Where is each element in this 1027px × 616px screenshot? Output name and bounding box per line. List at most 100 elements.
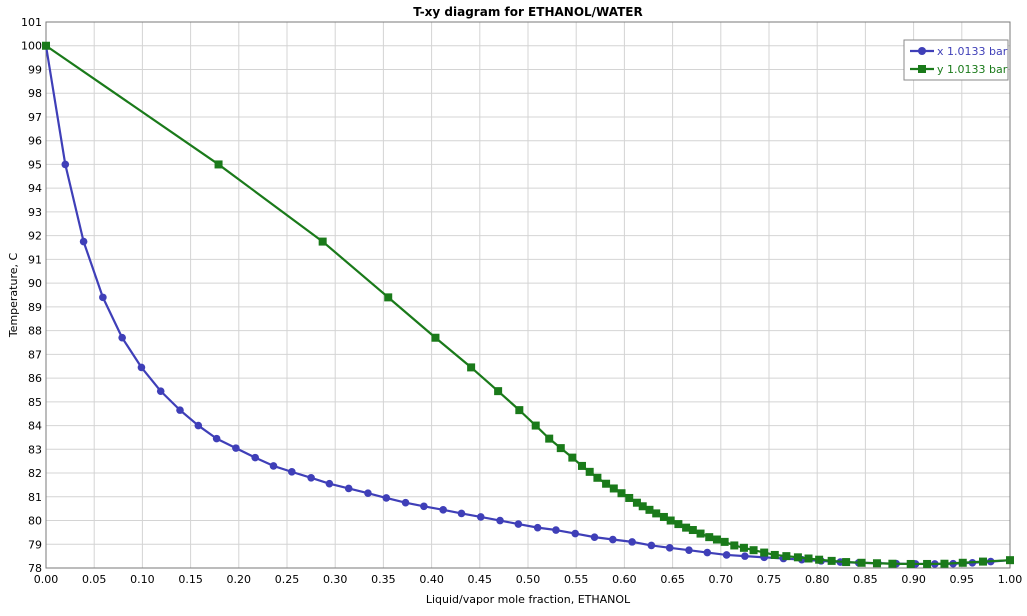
data-point	[42, 41, 50, 50]
data-point	[688, 526, 697, 535]
data-point	[647, 541, 656, 550]
data-point	[585, 467, 594, 476]
data-point	[496, 516, 504, 525]
data-point	[307, 473, 315, 482]
data-point	[749, 546, 758, 555]
x-tick-label: 0.55	[564, 573, 589, 586]
data-point	[645, 505, 654, 514]
data-point	[703, 548, 712, 557]
data-point	[194, 421, 203, 430]
data-point	[712, 535, 721, 544]
data-point	[344, 484, 353, 493]
data-point	[401, 498, 410, 507]
x-tick-label: 0.60	[612, 573, 637, 586]
data-point	[533, 523, 542, 532]
data-point	[682, 523, 691, 532]
series-1	[42, 41, 1014, 568]
data-point	[739, 543, 748, 552]
x-ticks: 0.00 0.05 0.10 0.15 0.20 0.25 0.30 0.35 0.40 0.45…	[34, 573, 1023, 586]
data-point	[364, 489, 372, 498]
data-point	[568, 453, 577, 462]
data-point	[325, 479, 334, 488]
data-point	[420, 502, 428, 511]
y-tick-label: 84	[28, 420, 42, 433]
y-tick-label: 85	[28, 396, 42, 409]
y-tick-label: 82	[28, 467, 42, 480]
data-point	[958, 558, 967, 567]
data-point	[176, 406, 184, 414]
data-point	[730, 541, 739, 550]
x-tick-label: 0.85	[853, 573, 878, 586]
data-point	[288, 468, 296, 476]
data-point	[665, 544, 674, 552]
data-point	[61, 160, 70, 169]
data-point	[269, 462, 278, 470]
grid	[45, 21, 1011, 569]
data-point	[439, 506, 447, 514]
data-point	[979, 557, 988, 566]
data-point	[609, 484, 618, 493]
y-tick-label: 80	[28, 515, 42, 528]
x-tick-label: 1.00	[998, 573, 1023, 586]
y-tick-label: 81	[28, 491, 42, 504]
data-point	[760, 548, 769, 557]
y-tick-label: 88	[28, 325, 42, 338]
y-tick-label: 97	[28, 111, 42, 124]
data-point	[685, 546, 693, 554]
data-point	[906, 559, 915, 568]
data-point	[632, 498, 641, 507]
y-axis-label: Temperature, C	[7, 253, 20, 339]
data-point	[593, 473, 602, 482]
data-point	[494, 387, 503, 396]
data-point	[617, 489, 626, 498]
data-point	[431, 333, 440, 342]
x-tick-label: 0.70	[709, 573, 734, 586]
y-tick-label: 78	[28, 562, 42, 575]
legend-marker	[918, 65, 926, 73]
y-tick-label: 94	[28, 182, 42, 195]
legend-label: y 1.0133 bar	[937, 63, 1008, 76]
data-point	[827, 556, 836, 565]
data-point	[888, 559, 897, 568]
chart-title: T-xy diagram for ETHANOL/WATER	[413, 5, 642, 19]
data-point	[696, 529, 705, 538]
data-point	[793, 553, 802, 562]
x-tick-label: 0.65	[660, 573, 685, 586]
x-tick-label: 0.75	[757, 573, 782, 586]
y-tick-label: 99	[28, 63, 42, 76]
data-point	[741, 552, 749, 560]
y-tick-label: 89	[28, 301, 42, 314]
x-tick-label: 0.40	[419, 573, 444, 586]
data-point	[156, 387, 165, 395]
data-point	[467, 363, 476, 372]
y-tick-label: 91	[28, 253, 42, 266]
data-point	[674, 520, 683, 529]
x-axis-label: Liquid/vapor mole fraction, ETHANOL	[426, 593, 631, 606]
data-point	[720, 537, 729, 546]
data-point	[99, 293, 107, 302]
x-tick-label: 0.80	[805, 573, 830, 586]
x-tick-label: 0.20	[227, 573, 252, 586]
data-point	[940, 559, 949, 568]
data-point	[770, 550, 779, 559]
data-point	[628, 538, 636, 546]
data-point	[1006, 556, 1014, 565]
x-tick-label: 0.05	[82, 573, 107, 586]
x-tick-label: 0.30	[323, 573, 348, 586]
data-point	[857, 558, 866, 567]
x-tick-label: 0.15	[178, 573, 203, 586]
data-point	[815, 555, 824, 564]
y-tick-label: 90	[28, 277, 42, 290]
x-tick-label: 0.45	[468, 573, 493, 586]
data-point	[232, 444, 240, 452]
data-point	[137, 363, 146, 372]
x-tick-label: 0.10	[130, 573, 155, 586]
data-point	[514, 520, 523, 528]
series	[42, 41, 1014, 568]
data-point	[552, 526, 560, 534]
data-point	[476, 513, 485, 521]
data-point	[602, 479, 611, 488]
data-point	[782, 552, 791, 561]
y-tick-label: 87	[28, 348, 42, 361]
